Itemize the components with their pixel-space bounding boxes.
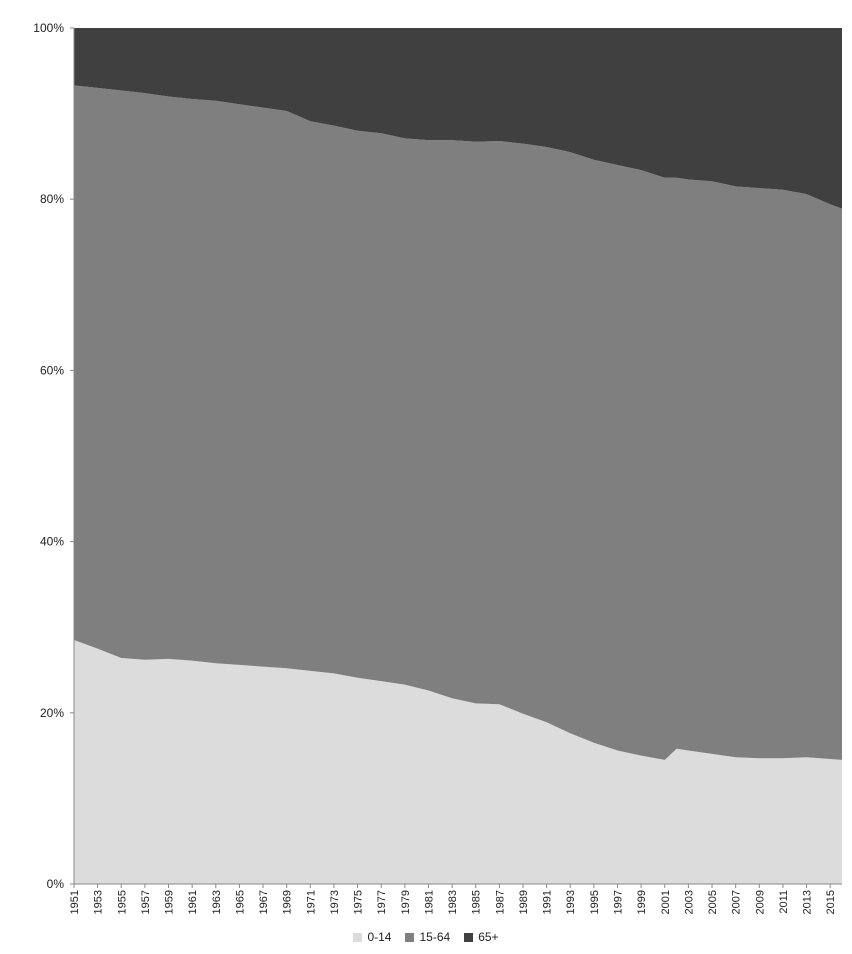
area-layers [74,28,842,884]
x-tick-label: 1973 [329,890,341,914]
x-tick-label: 1965 [234,890,246,914]
legend-item-0-14: 0-14 [353,930,391,944]
y-tick-label: 60% [40,363,64,377]
x-tick-label: 1951 [69,890,81,914]
x-tick-label: 1959 [164,890,176,914]
legend-swatch-15-64 [405,932,415,942]
x-tick-label: 1957 [140,890,152,914]
x-tick-label: 1953 [93,890,105,914]
x-tick-label: 1975 [353,890,365,914]
x-tick-label: 2007 [731,890,743,914]
x-tick-label: 1969 [282,890,294,914]
legend: 0-14 15-64 65+ [0,930,852,944]
legend-swatch-0-14 [353,932,363,942]
x-tick-label: 2013 [802,890,814,914]
x-tick-label: 1993 [565,890,577,914]
x-tick-label: 1983 [447,890,459,914]
legend-label-15-64: 15-64 [419,930,451,944]
stacked-area-chart: 0%20%40%60%80%100% 1951 1953 1955 1957 1959 1… [33,21,842,914]
x-tick-label: 1961 [187,890,199,914]
y-axis: 0% 20% 40% 60% 80% 100% [33,21,75,891]
x-tick-label: 1955 [116,890,128,914]
y-tick-label: 0% [47,877,65,891]
x-tick-label: 1989 [518,890,530,914]
x-tick-label: 2015 [825,890,837,914]
x-tick-label: 1985 [471,890,483,914]
area-15-64 [74,85,842,760]
legend-label-0-14: 0-14 [367,930,392,944]
x-tick-label: 1999 [636,890,648,914]
area-65-plus [74,28,842,209]
x-tick-label: 1981 [423,890,435,914]
legend-item-15-64: 15-64 [405,930,450,944]
x-tick-label: 1995 [589,890,601,914]
y-tick-label: 80% [40,192,64,206]
x-tick-label: 1991 [542,890,554,914]
y-tick-label: 40% [40,535,64,549]
y-tick-label: 20% [40,706,64,720]
y-tick-label: 100% [33,21,64,35]
x-tick-label: 1967 [258,890,270,914]
legend-label-65-plus: 65+ [478,930,499,944]
area-0-14 [74,640,842,884]
x-tick-label: 1979 [400,890,412,914]
x-tick-label: 2009 [754,890,766,914]
legend-swatch-65-plus [464,932,474,942]
x-tick-label: 2011 [778,890,790,914]
x-tick-label: 2005 [707,890,719,914]
x-tick-label: 1977 [376,890,388,914]
x-axis: 1951 1953 1955 1957 1959 1961 1963 1965 1967 1969… [69,883,842,914]
x-tick-label: 1987 [494,890,506,914]
legend-item-65-plus: 65+ [464,930,499,944]
x-tick-label: 2001 [660,890,672,914]
x-tick-label: 1963 [211,890,223,914]
x-tick-label: 1997 [613,890,625,914]
x-tick-label: 2003 [683,890,695,914]
x-tick-label: 1971 [305,890,317,914]
